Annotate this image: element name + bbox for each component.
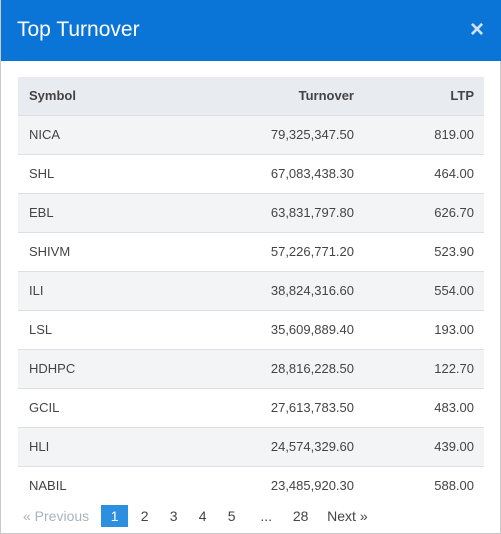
page-2-button[interactable]: 2 (140, 508, 149, 524)
page-1-button[interactable]: 1 (101, 505, 129, 527)
row-symbol[interactable]: NABIL (29, 478, 67, 494)
table-row: HDHPC 28,816,228.50 122.70 (18, 349, 484, 388)
row-symbol[interactable]: SHIVM (29, 244, 71, 259)
table-row: GCIL 27,613,783.50 483.00 (18, 388, 484, 427)
row-ltp: 464.00 (434, 166, 474, 181)
row-symbol[interactable]: ILI (29, 283, 44, 298)
modal-header: Top Turnover × (1, 0, 501, 61)
row-ltp: 819.00 (434, 127, 474, 142)
row-ltp: 122.70 (434, 361, 474, 376)
pagination-ellipsis: ... (260, 508, 272, 524)
table-header-row: Symbol Turnover LTP (18, 77, 484, 115)
row-ltp: 523.90 (434, 244, 474, 259)
row-symbol[interactable]: NICA (29, 127, 61, 142)
page-3-button[interactable]: 3 (169, 508, 178, 524)
table-row: ILI 38,824,316.60 554.00 (18, 271, 484, 310)
row-symbol[interactable]: EBL (29, 205, 54, 220)
table-row: EBL 63,831,797.80 626.70 (18, 193, 484, 232)
table-row: SHL 67,083,438.30 464.00 (18, 154, 484, 193)
row-ltp: 626.70 (434, 205, 474, 220)
table-row: NICA 79,325,347.50 819.00 (18, 115, 484, 154)
row-ltp: 588.00 (434, 478, 474, 494)
row-turnover: 63,831,797.80 (270, 205, 354, 220)
column-header-symbol[interactable]: Symbol (29, 88, 76, 104)
page-5-button[interactable]: 5 (227, 508, 236, 524)
row-turnover: 35,609,889.40 (270, 322, 354, 337)
turnover-table: Symbol Turnover LTP NICA 79,325,347.50 8… (18, 77, 484, 505)
page-4-button[interactable]: 4 (198, 508, 207, 524)
row-symbol[interactable]: HLI (29, 439, 50, 454)
row-turnover: 23,485,920.30 (270, 478, 354, 494)
row-symbol[interactable]: SHL (29, 166, 55, 181)
row-turnover: 67,083,438.30 (270, 166, 354, 181)
next-page-button[interactable]: Next » (327, 508, 368, 524)
row-ltp: 554.00 (434, 283, 474, 298)
row-turnover: 24,574,329.60 (270, 439, 354, 454)
table-row: SHIVM 57,226,771.20 523.90 (18, 232, 484, 271)
column-header-turnover[interactable]: Turnover (298, 88, 354, 104)
pagination: « Previous 1 2 3 4 5 ... 28 Next » (23, 505, 368, 527)
row-turnover: 79,325,347.50 (270, 127, 354, 142)
row-ltp: 483.00 (434, 400, 474, 415)
close-icon[interactable]: × (469, 16, 484, 43)
column-header-ltp[interactable]: LTP (450, 88, 474, 104)
row-symbol[interactable]: GCIL (29, 400, 60, 415)
row-turnover: 27,613,783.50 (270, 400, 354, 415)
row-turnover: 28,816,228.50 (270, 361, 354, 376)
row-turnover: 38,824,316.60 (270, 283, 354, 298)
page-28-button[interactable]: 28 (292, 508, 309, 524)
previous-page-button: « Previous (23, 508, 90, 524)
row-ltp: 193.00 (434, 322, 474, 337)
row-symbol[interactable]: HDHPC (29, 361, 76, 376)
table-row: NABIL 23,485,920.30 588.00 (18, 466, 484, 505)
modal-title: Top Turnover (17, 18, 140, 41)
table-row: HLI 24,574,329.60 439.00 (18, 427, 484, 466)
row-symbol[interactable]: LSL (29, 322, 53, 337)
row-turnover: 57,226,771.20 (270, 244, 354, 259)
row-ltp: 439.00 (434, 439, 474, 454)
table-row: LSL 35,609,889.40 193.00 (18, 310, 484, 349)
